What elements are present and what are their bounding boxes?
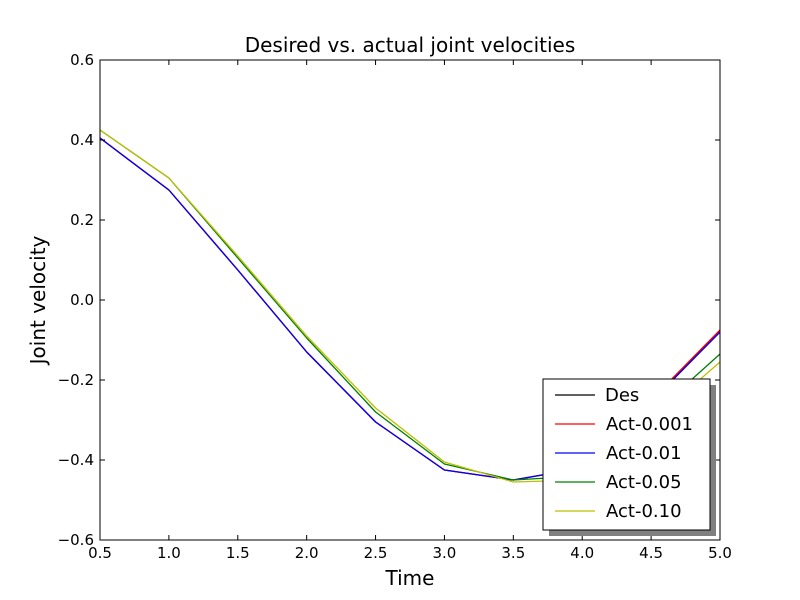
x-tick-label: 1.5 — [226, 544, 250, 562]
legend: Des Act-0.001 Act-0.01 Act-0.05 Act-0.10 — [542, 378, 716, 536]
x-tick-label: 3.5 — [501, 544, 525, 562]
y-tick-label: 0.4 — [70, 131, 94, 149]
tick-layer: 0.5 1.0 1.5 2.0 2.5 3.0 3.5 4.0 4.5 5.0 0.6 0.4 0.2 0… — [58, 51, 732, 562]
legend-box — [542, 378, 711, 531]
x-tick-label: 2.5 — [364, 544, 388, 562]
y-tick-label: −0.4 — [58, 451, 94, 469]
legend-label-4: Act-0.10 — [606, 501, 682, 522]
x-tick-label: 5.0 — [708, 544, 732, 562]
legend-label-2: Act-0.01 — [606, 443, 682, 464]
y-tick-label: −0.6 — [58, 531, 94, 549]
y-tick-label: −0.2 — [58, 371, 94, 389]
legend-label-1: Act-0.001 — [606, 414, 693, 435]
x-tick-label: 4.0 — [570, 544, 594, 562]
legend-label-3: Act-0.05 — [606, 472, 682, 493]
x-axis-label: Time — [385, 566, 435, 590]
x-tick-label: 1.0 — [157, 544, 181, 562]
chart-title: Desired vs. actual joint velocities — [245, 33, 576, 57]
x-tick-label: 0.5 — [88, 544, 112, 562]
y-axis-label: Joint velocity — [26, 235, 50, 366]
y-tick-label: 0.0 — [70, 291, 94, 309]
y-tick-label: 0.2 — [70, 211, 94, 229]
y-tick-label: 0.6 — [70, 51, 94, 69]
x-tick-label: 4.5 — [639, 544, 663, 562]
legend-label-0: Des — [605, 385, 639, 406]
x-tick-label: 2.0 — [295, 544, 319, 562]
x-tick-label: 3.0 — [433, 544, 457, 562]
